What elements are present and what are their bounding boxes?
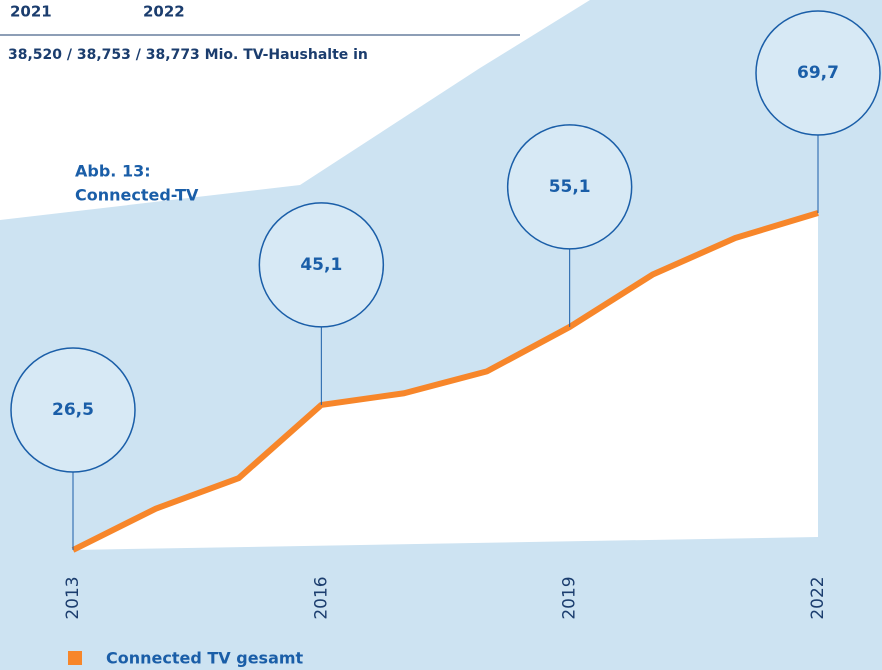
header-text: 2021	[10, 3, 52, 21]
x-tick-label: 2013	[63, 576, 83, 619]
header-text: 38,520 / 38,753 / 38,773 Mio. TV-Haushal…	[8, 47, 368, 63]
legend-swatch	[68, 651, 82, 665]
header-area	[0, 0, 590, 220]
header-text: 2022	[143, 3, 185, 21]
chart-title: Abb. 13:	[75, 162, 151, 181]
callout-circle	[506, 124, 633, 250]
value-label: 45,1	[300, 255, 342, 275]
x-tick-label: 2019	[560, 576, 580, 619]
callout-circle	[10, 347, 136, 473]
x-tick-label: 2016	[311, 576, 331, 619]
area-fill	[73, 213, 818, 551]
plot: 26,5 45,1 55,1 69,7 2013 2016 2019 2022	[10, 10, 881, 620]
value-label: 26,5	[52, 400, 94, 420]
legend-label: Connected TV gesamt	[106, 649, 304, 668]
callout-circle	[258, 202, 385, 328]
value-label: 55,1	[549, 177, 591, 197]
value-label: 69,7	[797, 63, 839, 83]
series-line	[71, 210, 819, 553]
chart-subtitle: Connected-TV	[75, 186, 199, 205]
x-tick-label: 2022	[808, 576, 828, 619]
callout-circle	[755, 10, 881, 136]
